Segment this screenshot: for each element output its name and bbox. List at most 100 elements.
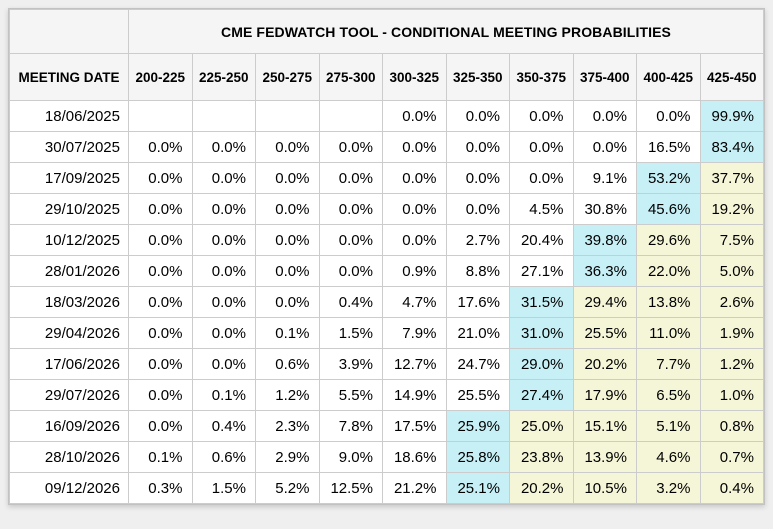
fedwatch-card: CME FEDWATCH TOOL - CONDITIONAL MEETING …	[8, 8, 765, 505]
probability-cell: 0.0%	[255, 286, 320, 318]
probability-cell: 0.0%	[318, 162, 383, 194]
probability-cell: 0.0%	[191, 317, 256, 349]
meeting-date-cell: 17/09/2025	[9, 162, 129, 194]
probability-cell: 29.6%	[636, 224, 701, 256]
probability-cell: 8.8%	[445, 255, 510, 287]
probability-cell: 15.1%	[572, 410, 637, 442]
probability-cell: 0.0%	[318, 131, 383, 163]
table-row: 28/10/2026 0.1% 0.6% 2.9% 9.0% 18.6% 25.8% 23.8…	[9, 441, 764, 473]
probability-cell: 0.0%	[128, 193, 193, 225]
probability-cell: 6.5%	[636, 379, 701, 411]
rate-bin-header: 400-425	[636, 53, 701, 101]
probability-cell: 0.4%	[191, 410, 256, 442]
table-row: 29/07/2026 0.0% 0.1% 1.2% 5.5% 14.9% 25.5% 27.4…	[9, 379, 764, 411]
probability-cell: 0.7%	[699, 441, 764, 473]
rate-bin-header: 350-375	[509, 53, 574, 101]
probability-cell: 25.5%	[572, 317, 637, 349]
probability-cell: 18.6%	[382, 441, 447, 473]
corner-cell	[9, 9, 129, 54]
probability-cell: 0.0%	[382, 224, 447, 256]
meeting-date-cell: 18/06/2025	[9, 100, 129, 132]
rate-bin-header: 250-275	[255, 53, 320, 101]
probability-cell: 9.0%	[318, 441, 383, 473]
probability-cell: 1.9%	[699, 317, 764, 349]
probability-cell: 0.0%	[318, 193, 383, 225]
probability-cell: 0.0%	[128, 379, 193, 411]
probability-cell: 16.5%	[636, 131, 701, 163]
probability-cell: 23.8%	[509, 441, 574, 473]
probability-cell: 45.6%	[636, 193, 701, 225]
probability-cell: 0.6%	[255, 348, 320, 380]
probability-cell: 30.8%	[572, 193, 637, 225]
probability-cell: 9.1%	[572, 162, 637, 194]
probability-cell: 7.5%	[699, 224, 764, 256]
probability-cell: 0.4%	[318, 286, 383, 318]
probability-cell: 22.0%	[636, 255, 701, 287]
table-body: 18/06/2025 0.0% 0.0% 0.0% 0.0% 0.0% 99.9% 30/07…	[9, 100, 764, 504]
table-row: 17/09/2025 0.0% 0.0% 0.0% 0.0% 0.0% 0.0% 0.0% 9.…	[9, 162, 764, 194]
probability-cell: 0.0%	[572, 131, 637, 163]
probability-cell: 25.1%	[445, 472, 510, 504]
rate-bin-header: 225-250	[191, 53, 256, 101]
probability-cell: 17.6%	[445, 286, 510, 318]
table-row: 29/04/2026 0.0% 0.0% 0.1% 1.5% 7.9% 21.0% 31.0%…	[9, 317, 764, 349]
probability-cell: 29.4%	[572, 286, 637, 318]
probability-cell: 0.0%	[191, 162, 256, 194]
probability-cell: 0.0%	[509, 100, 574, 132]
probability-cell: 27.1%	[509, 255, 574, 287]
probability-cell: 1.0%	[699, 379, 764, 411]
meeting-date-cell: 18/03/2026	[9, 286, 129, 318]
meeting-date-cell: 29/10/2025	[9, 193, 129, 225]
probability-cell: 0.0%	[191, 255, 256, 287]
probability-cell: 21.2%	[382, 472, 447, 504]
probability-cell: 0.0%	[382, 131, 447, 163]
probability-cell: 20.2%	[572, 348, 637, 380]
probability-cell: 25.5%	[445, 379, 510, 411]
probability-cell: 0.6%	[191, 441, 256, 473]
meeting-date-cell: 09/12/2026	[9, 472, 129, 504]
probability-cell: 25.9%	[445, 410, 510, 442]
probability-cell: 0.0%	[445, 162, 510, 194]
table-row: 16/09/2026 0.0% 0.4% 2.3% 7.8% 17.5% 25.9% 25.0…	[9, 410, 764, 442]
probability-cell: 0.0%	[255, 162, 320, 194]
probability-cell	[255, 100, 320, 132]
probability-cell: 12.5%	[318, 472, 383, 504]
rate-bin-header: 325-350	[445, 53, 510, 101]
table-row: 10/12/2025 0.0% 0.0% 0.0% 0.0% 0.0% 2.7% 20.4% 3…	[9, 224, 764, 256]
probability-cell: 5.5%	[318, 379, 383, 411]
probability-cell: 0.0%	[255, 193, 320, 225]
probability-cell: 13.9%	[572, 441, 637, 473]
probability-cell: 1.2%	[699, 348, 764, 380]
probability-cell: 0.0%	[382, 162, 447, 194]
table-row: 09/12/2026 0.3% 1.5% 5.2% 12.5% 21.2% 25.1% 20.…	[9, 472, 764, 504]
probability-cell: 0.8%	[699, 410, 764, 442]
probability-cell: 0.0%	[382, 193, 447, 225]
probability-cell: 0.0%	[191, 193, 256, 225]
probability-cell: 31.0%	[509, 317, 574, 349]
probability-cell: 39.8%	[572, 224, 637, 256]
table-row: 29/10/2025 0.0% 0.0% 0.0% 0.0% 0.0% 0.0% 4.5% 30…	[9, 193, 764, 225]
rate-bin-header: 275-300	[318, 53, 383, 101]
probability-cell: 17.5%	[382, 410, 447, 442]
probability-cell: 0.0%	[382, 100, 447, 132]
meeting-date-header: MEETING DATE	[9, 53, 129, 101]
probability-cell: 0.0%	[445, 100, 510, 132]
probability-cell: 3.9%	[318, 348, 383, 380]
probability-cell: 10.5%	[572, 472, 637, 504]
meeting-date-cell: 30/07/2025	[9, 131, 129, 163]
probability-cell: 0.3%	[128, 472, 193, 504]
probability-cell: 37.7%	[699, 162, 764, 194]
probability-cell: 0.1%	[128, 441, 193, 473]
probability-cell: 4.7%	[382, 286, 447, 318]
title-row: CME FEDWATCH TOOL - CONDITIONAL MEETING …	[9, 9, 764, 54]
probability-cell: 11.0%	[636, 317, 701, 349]
probability-cell: 0.4%	[699, 472, 764, 504]
meeting-date-cell: 10/12/2025	[9, 224, 129, 256]
probability-cell: 0.0%	[128, 131, 193, 163]
probability-cell: 0.0%	[445, 131, 510, 163]
probability-cell: 0.1%	[191, 379, 256, 411]
probability-cell: 12.7%	[382, 348, 447, 380]
probability-cell: 2.7%	[445, 224, 510, 256]
fedwatch-table: CME FEDWATCH TOOL - CONDITIONAL MEETING …	[9, 9, 764, 504]
